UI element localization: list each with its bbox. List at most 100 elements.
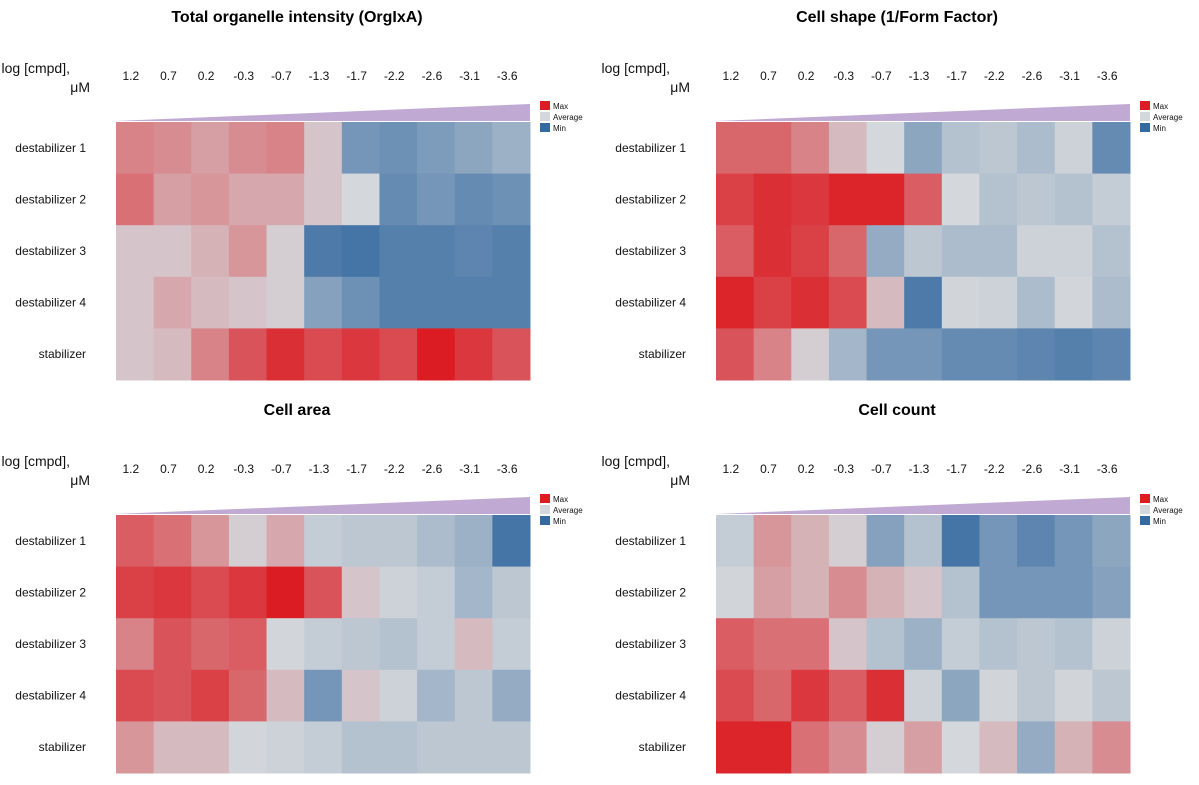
heatmap-cell — [941, 173, 980, 226]
heatmap-cell — [454, 328, 493, 381]
heatmap-cell — [266, 618, 305, 671]
heatmap-cell — [153, 515, 192, 568]
chart-title: Total organelle intensity (OrgIxA) — [171, 9, 422, 26]
legend-label-average: Average — [553, 113, 583, 122]
heatmap-cell — [153, 618, 192, 671]
heatmap-cell — [979, 721, 1018, 774]
heatmap-cell — [379, 566, 418, 619]
heatmap-cell — [266, 721, 305, 774]
column-tick-label: -3.1 — [459, 69, 480, 83]
heatmap-cell — [153, 276, 192, 329]
axis-label-line1: log [cmpd], — [2, 453, 70, 469]
heatmap-cell — [304, 721, 343, 774]
heatmap-cell — [228, 225, 268, 278]
heatmap-cell — [941, 566, 980, 619]
heatmap-cell — [228, 618, 268, 671]
heatmap-cell — [1092, 618, 1131, 671]
heatmap-cell — [191, 721, 230, 774]
column-tick-label: -1.7 — [346, 462, 367, 476]
heatmap-cell — [791, 515, 830, 568]
column-tick-label: -1.3 — [909, 462, 930, 476]
heatmap-cell — [1017, 225, 1056, 278]
heatmap-cell — [116, 173, 155, 226]
heatmap-cell — [1054, 669, 1093, 722]
heatmap-cell — [904, 328, 943, 381]
heatmap-cell — [304, 515, 343, 568]
legend-label-max: Max — [553, 102, 568, 111]
row-label: destabilizer 4 — [615, 689, 686, 703]
legend-swatch-min — [1140, 516, 1150, 525]
column-tick-label: -1.3 — [309, 69, 330, 83]
heatmap-cell — [716, 618, 755, 671]
heatmap-cell — [979, 328, 1018, 381]
heatmap-cell — [1092, 225, 1131, 278]
column-tick-label: -1.3 — [909, 69, 930, 83]
column-tick-label: 0.2 — [798, 69, 815, 83]
heatmap-cell — [191, 566, 230, 619]
heatmap-cell — [341, 276, 380, 329]
heatmap-cell — [228, 276, 268, 329]
heatmap-cell — [753, 173, 792, 226]
column-tick-label: -2.6 — [1022, 69, 1043, 83]
heatmap-cell — [791, 328, 830, 381]
heatmap-cell — [979, 276, 1018, 329]
column-tick-label: -0.7 — [271, 462, 292, 476]
heatmap-cell — [191, 669, 230, 722]
heatmap-cell — [1092, 328, 1131, 381]
heatmap-cell — [191, 328, 230, 381]
heatmap-cell — [304, 618, 343, 671]
heatmap-cell — [492, 515, 531, 568]
heatmap-cell — [828, 515, 868, 568]
row-label: stabilizer — [39, 347, 86, 361]
heatmap-cell — [228, 173, 268, 226]
heatmap-cell — [341, 122, 380, 175]
heatmap-cell — [492, 328, 531, 381]
heatmap-cell — [379, 515, 418, 568]
heatmap-cell — [379, 276, 418, 329]
column-tick-label: -2.6 — [422, 69, 443, 83]
heatmap-cell — [191, 225, 230, 278]
heatmap-cell — [716, 173, 755, 226]
heatmap-cell — [716, 721, 755, 774]
heatmap-cell — [866, 669, 905, 722]
heatmap-cell — [492, 173, 531, 226]
axis-label-line2: μM — [70, 472, 90, 488]
heatmap-cell — [1017, 515, 1056, 568]
axis-label-line1: log [cmpd], — [2, 60, 70, 76]
column-tick-label: 0.2 — [198, 462, 215, 476]
heatmap-panel-organelle-intensity: Total organelle intensity (OrgIxA) log [c… — [0, 0, 595, 392]
heatmap-cell — [828, 173, 868, 226]
heatmap-cell — [1092, 669, 1131, 722]
heatmap-cell — [1017, 618, 1056, 671]
heatmap-cell — [228, 669, 268, 722]
heatmap-cell — [454, 276, 493, 329]
heatmap-cell — [153, 122, 192, 175]
column-tick-label: -1.7 — [946, 69, 967, 83]
heatmap-cell — [1054, 515, 1093, 568]
heatmap-cell — [379, 328, 418, 381]
legend-swatch-max — [540, 101, 550, 110]
heatmap-cell — [941, 225, 980, 278]
heatmap-cell — [116, 515, 155, 568]
heatmap-cell — [228, 328, 268, 381]
heatmap-cell — [417, 328, 456, 381]
heatmap-cell — [116, 276, 155, 329]
column-tick-label: -0.7 — [271, 69, 292, 83]
column-tick-label: 0.2 — [198, 69, 215, 83]
heatmap-cell — [379, 618, 418, 671]
heatmap-cell — [753, 566, 792, 619]
axis-label-line1: log [cmpd], — [602, 453, 670, 469]
heatmap-cell — [228, 721, 268, 774]
heatmap-cell — [1092, 566, 1131, 619]
heatmap-cell — [979, 515, 1018, 568]
heatmap-cell — [454, 515, 493, 568]
legend-swatch-average — [540, 505, 550, 514]
heatmap-cell — [1017, 276, 1056, 329]
heatmap-cell — [492, 721, 531, 774]
heatmap-cell — [191, 515, 230, 568]
heatmap-cell — [791, 225, 830, 278]
column-tick-label: -3.6 — [497, 462, 518, 476]
legend-label-max: Max — [553, 495, 568, 504]
heatmap-cell — [341, 515, 380, 568]
heatmap-cell — [191, 173, 230, 226]
